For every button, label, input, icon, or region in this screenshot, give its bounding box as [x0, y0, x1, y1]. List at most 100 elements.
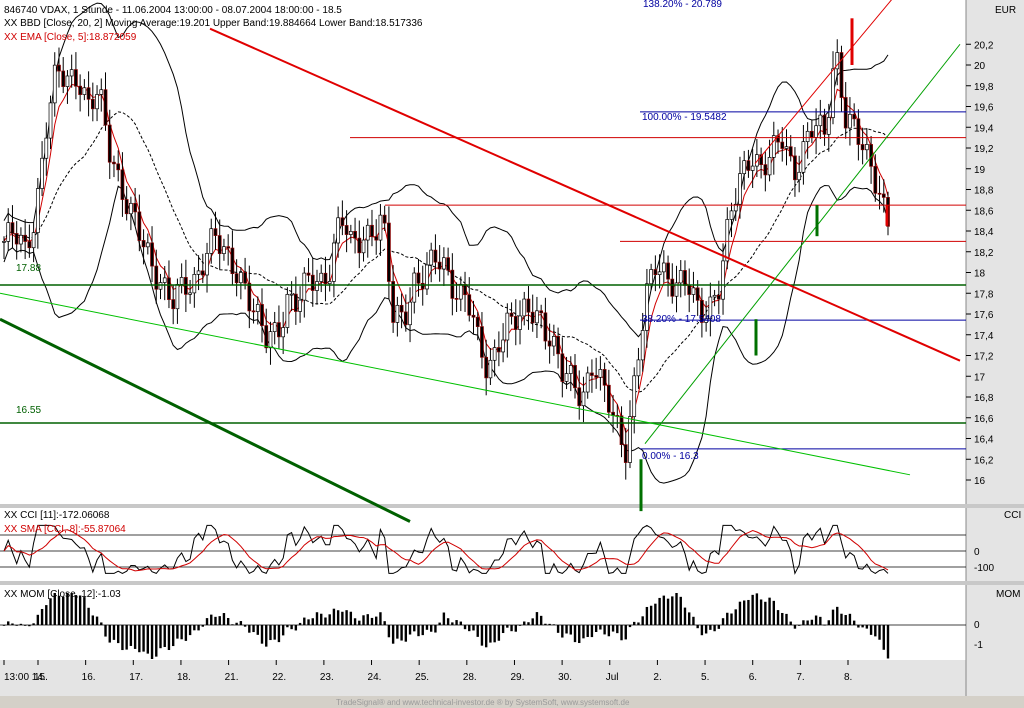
mom-bar	[468, 625, 471, 632]
mom-bar	[235, 622, 238, 625]
y-tick-label: 19,4	[974, 123, 994, 134]
mom-bar	[184, 625, 188, 641]
mom-bar	[269, 625, 272, 641]
mom-bar	[552, 624, 556, 626]
candle-body	[881, 193, 886, 198]
mom-bar	[188, 625, 192, 636]
mom-bar	[294, 625, 298, 631]
mom-bar	[797, 625, 801, 626]
x-tick-label: 23.	[320, 672, 334, 683]
mom-bar	[679, 596, 682, 625]
mom-bar	[539, 615, 543, 625]
candle-body	[19, 234, 23, 245]
candle-body	[408, 301, 412, 326]
mom-bar	[28, 625, 31, 627]
mom-bar	[544, 623, 547, 625]
candle-body	[721, 260, 725, 300]
mom-bar	[62, 596, 65, 625]
mom-bar	[421, 625, 424, 636]
mom-bar	[49, 598, 52, 625]
x-tick-label: 18.	[177, 672, 191, 683]
mom-bar	[425, 625, 429, 630]
candle-body	[661, 262, 666, 273]
candle-body	[835, 52, 840, 70]
mom-bar	[180, 625, 183, 640]
mom-bar	[45, 605, 48, 625]
candle-body	[564, 373, 569, 382]
mom-bar	[721, 618, 725, 625]
candle-body	[463, 283, 467, 296]
panel-splitter-mom[interactable]	[0, 581, 1024, 585]
candle-body	[289, 293, 294, 296]
mom-bar	[442, 612, 446, 625]
mom-bar	[358, 620, 361, 625]
mom-bar	[112, 625, 116, 640]
x-tick-label: 28.	[463, 672, 477, 683]
cci-sma-legend: XX SMA [CCI, 8]:-55.87064	[4, 524, 126, 535]
mom-bar	[510, 625, 513, 632]
candle-body	[234, 273, 239, 284]
candle-body	[619, 415, 624, 445]
mom-bar	[176, 625, 179, 639]
candle-body	[755, 154, 759, 167]
trendline-down-darkgreen	[0, 317, 411, 523]
mom-bar	[142, 625, 145, 652]
candle-body	[167, 277, 171, 300]
candle-body	[767, 157, 772, 176]
trend-channel-upper	[754, 0, 892, 164]
mom-bar	[869, 625, 873, 635]
mom-bar	[349, 611, 353, 625]
candle-body	[6, 222, 11, 242]
mom-bar	[315, 612, 319, 625]
y-tick-label: 19,2	[974, 144, 994, 155]
mom-bar	[759, 599, 763, 625]
candle-body	[196, 270, 201, 275]
mom-bar	[320, 613, 323, 625]
candle-body	[797, 171, 802, 181]
signal-marker	[754, 319, 758, 356]
mom-bar	[117, 625, 120, 644]
mom-legend: XX MOM [Close, 12]:-1.03	[4, 589, 121, 600]
mom-bar	[514, 625, 517, 632]
candle-body	[623, 444, 628, 463]
mom-bar	[764, 601, 767, 625]
mom-bar	[654, 603, 657, 625]
candle-body	[213, 228, 218, 236]
mom-bar	[332, 608, 336, 625]
candle-body	[818, 114, 823, 127]
candle-body	[171, 299, 176, 310]
mom-bar	[548, 623, 551, 625]
mom-bar	[734, 609, 737, 625]
mom-bar	[2, 625, 6, 626]
mom-bar	[417, 625, 420, 637]
candle-body	[230, 247, 235, 275]
mom-bar	[819, 616, 822, 625]
x-tick-label: 29.	[510, 672, 524, 683]
candle-body	[602, 369, 607, 386]
mom-bar	[171, 625, 175, 647]
candle-body	[640, 330, 645, 361]
mom-bar	[768, 597, 771, 625]
mom-bar	[167, 625, 171, 651]
mom-bar	[789, 621, 792, 625]
mom-bar	[40, 608, 44, 625]
cci-tick-100: -100	[974, 563, 994, 574]
candle-body	[458, 283, 463, 300]
mom-bar	[57, 595, 61, 625]
mom-bar	[383, 621, 386, 625]
x-tick-label: 5.	[701, 672, 709, 683]
trend-channel-lower	[644, 43, 961, 444]
mom-bar	[836, 606, 839, 625]
y-tick-label: 18,2	[974, 248, 994, 259]
mom-bar	[865, 625, 869, 629]
y-tick-label: 17,2	[974, 352, 994, 363]
candle-body	[577, 387, 582, 407]
candle-body	[302, 272, 307, 301]
mom-bar	[747, 599, 750, 625]
panel-splitter-cci[interactable]	[0, 504, 1024, 508]
mom-bar	[159, 625, 162, 649]
y-tick-label: 19,6	[974, 103, 994, 114]
mom-bar	[74, 595, 78, 625]
mom-bar	[108, 625, 111, 643]
